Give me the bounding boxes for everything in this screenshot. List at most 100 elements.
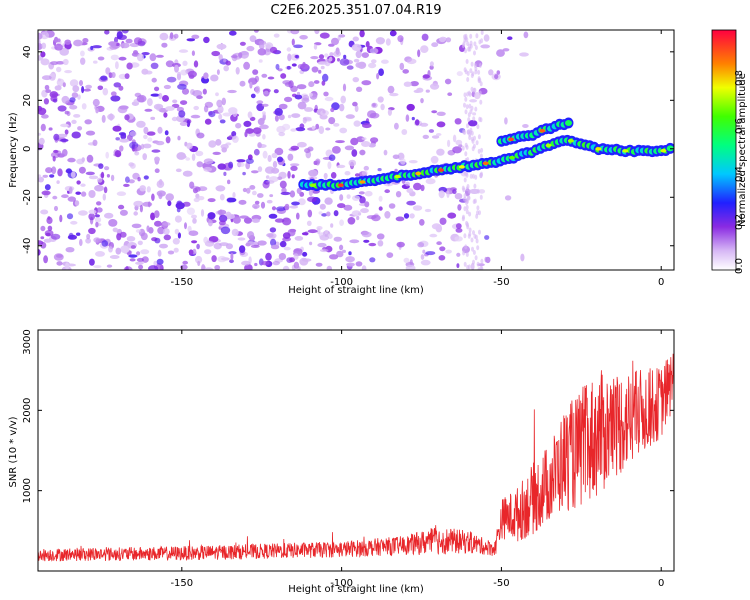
noise-blob <box>94 184 104 192</box>
noise-blob <box>146 131 156 136</box>
noise-blob <box>395 216 405 222</box>
noise-blob <box>239 215 249 219</box>
noise-blob <box>394 168 398 172</box>
noise-blob <box>467 195 471 201</box>
noise-blob <box>388 203 396 209</box>
noise-blob <box>296 187 302 194</box>
noise-blob <box>330 172 337 179</box>
noise-blob <box>67 157 76 163</box>
noise-blob <box>97 56 105 61</box>
snr-x-ticks: -150 -100 -50 0 <box>170 330 664 589</box>
noise-blob <box>256 100 264 105</box>
noise-blob <box>290 128 297 132</box>
noise-blob <box>405 264 416 270</box>
noise-blob <box>480 38 484 44</box>
noise-blob <box>420 45 429 53</box>
noise-blob <box>136 120 146 128</box>
noise-blob <box>259 117 266 122</box>
noise-blob <box>255 85 261 94</box>
noise-blob <box>188 249 194 255</box>
noise-blob <box>154 220 162 227</box>
noise-blob <box>237 162 245 167</box>
noise-blob <box>473 41 477 47</box>
noise-blob <box>359 149 366 156</box>
noise-blob <box>57 105 67 112</box>
noise-blob <box>136 53 144 62</box>
noise-blob <box>40 58 50 66</box>
noise-blob <box>176 73 182 81</box>
noise-blob <box>268 213 278 219</box>
noise-blob <box>193 105 199 111</box>
noise-blob <box>137 240 143 246</box>
noise-blob <box>154 210 160 219</box>
noise-blob <box>150 116 156 120</box>
noise-blob <box>150 62 159 69</box>
noise-blob <box>422 249 426 254</box>
noise-blob <box>383 182 394 187</box>
noise-blob <box>469 173 473 179</box>
noise-blob <box>258 59 263 63</box>
noise-blob <box>340 95 347 104</box>
x-tick-label: -100 <box>330 578 353 589</box>
noise-blob <box>320 110 329 116</box>
noise-blob <box>473 50 476 56</box>
noise-blob <box>342 249 346 253</box>
noise-blob <box>139 204 143 213</box>
noise-blob <box>260 201 266 209</box>
noise-blob <box>266 233 274 238</box>
noise-blob <box>463 170 467 176</box>
noise-blob <box>156 180 165 189</box>
noise-blob <box>369 47 379 54</box>
noise-blob <box>283 246 291 251</box>
noise-blob <box>164 130 169 136</box>
noise-blob <box>420 98 424 104</box>
noise-blob <box>40 51 46 58</box>
noise-blob <box>250 244 260 248</box>
noise-blob <box>174 215 182 223</box>
noise-blob <box>361 170 368 176</box>
noise-blob <box>163 84 171 90</box>
noise-blob <box>102 193 107 201</box>
noise-blob <box>428 129 434 133</box>
noise-blob <box>80 57 86 65</box>
noise-blob <box>309 241 313 246</box>
noise-blob <box>203 236 209 244</box>
noise-blob <box>197 260 201 266</box>
noise-blob <box>123 266 133 270</box>
noise-blob <box>155 104 161 111</box>
noise-blob <box>446 190 450 198</box>
noise-blob <box>462 214 465 220</box>
noise-blob <box>110 54 119 61</box>
noise-blob <box>78 166 86 174</box>
noise-blob <box>261 103 269 107</box>
noise-blob <box>405 114 410 122</box>
noise-blob <box>463 130 467 135</box>
noise-blob <box>105 151 109 159</box>
noise-blob <box>314 30 320 35</box>
noise-blob <box>141 52 150 56</box>
noise-blob <box>286 65 291 70</box>
ridge-hotspot <box>545 143 552 148</box>
noise-blob <box>394 122 399 130</box>
noise-blob <box>76 232 81 236</box>
noise-blob <box>186 142 193 150</box>
noise-blob <box>469 33 473 39</box>
noise-blob <box>329 254 339 260</box>
noise-blob <box>44 84 50 91</box>
noise-blob <box>270 46 278 54</box>
noise-blob <box>115 247 122 255</box>
noise-blob <box>75 191 81 195</box>
noise-blob <box>464 151 468 157</box>
ridge-blob <box>565 120 572 126</box>
ridge-hotspot <box>660 148 667 153</box>
noise-blob <box>60 138 69 142</box>
noise-blob <box>468 131 472 137</box>
noise-blob <box>70 171 76 178</box>
noise-blob <box>347 217 356 225</box>
noise-blob <box>66 168 72 174</box>
noise-blob <box>232 135 239 143</box>
noise-blob <box>346 194 351 200</box>
noise-blob <box>130 245 136 249</box>
chart-title: C2E6.2025.351.07.04.R19 <box>270 3 441 18</box>
ridge-hotspot <box>415 171 422 176</box>
